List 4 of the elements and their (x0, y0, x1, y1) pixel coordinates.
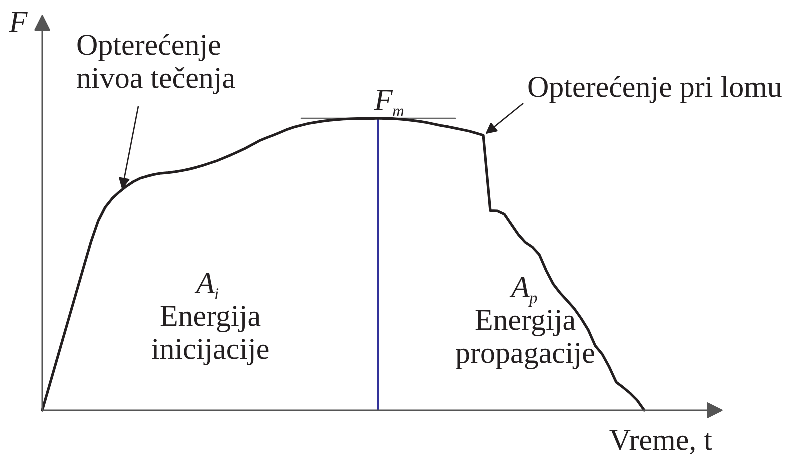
text: Opterećenje pri lomu (528, 71, 782, 104)
x-axis-title: Vreme, t (609, 424, 714, 456)
text: Opterećenje nivoa tečenja (76, 29, 236, 95)
y-axis-title: F (8, 6, 28, 39)
